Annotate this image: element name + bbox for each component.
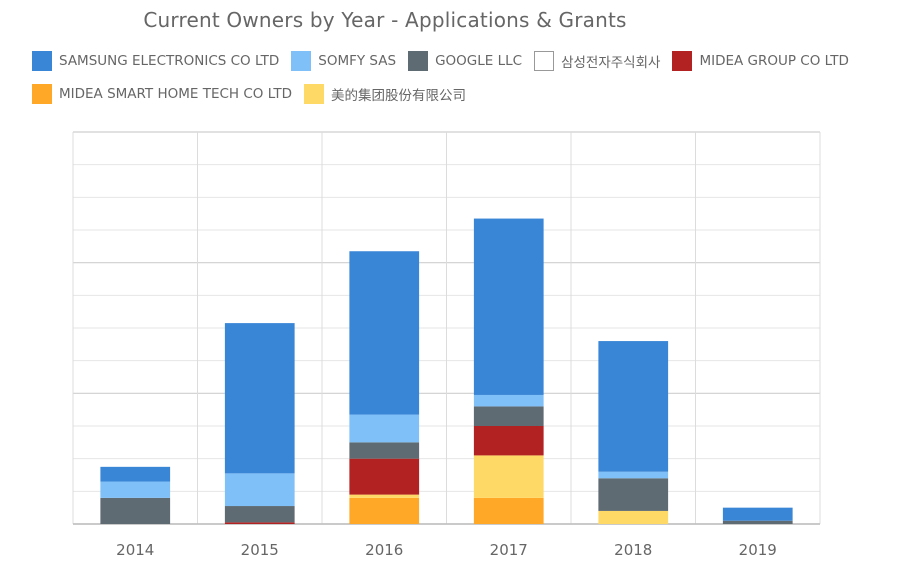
bar-segment-series-2016 bbox=[349, 494, 420, 498]
bar-segment-google-llc-2014 bbox=[100, 497, 171, 524]
bar-segment-series-2018 bbox=[598, 510, 669, 524]
bar-segment-somfy-sas-2016 bbox=[349, 414, 420, 443]
bar-segment-midea-group-co-ltd-2016 bbox=[349, 458, 420, 495]
legend-label: GOOGLE LLC bbox=[435, 53, 523, 69]
legend-swatch bbox=[32, 84, 52, 104]
legend-label: 美的集团股份有限公司 bbox=[331, 88, 467, 104]
legend-item-midea-chinese[interactable]: 美的集团股份有限公司 bbox=[304, 84, 466, 104]
bar-segment-google-llc-2015 bbox=[224, 506, 295, 523]
legend-label: MIDEA SMART HOME TECH CO LTD bbox=[59, 86, 293, 102]
legend-row-1: SAMSUNG ELECTRONICS CO LTD SOMFY SAS GOO… bbox=[32, 50, 892, 72]
x-tick-label-2018: 2018 bbox=[614, 541, 652, 559]
bar-segment-somfy-sas-2014 bbox=[100, 481, 171, 498]
bar-segment-series-2017 bbox=[473, 455, 544, 498]
legend-item-midea-group[interactable]: MIDEA GROUP CO LTD bbox=[672, 51, 849, 71]
x-tick-label-2015: 2015 bbox=[241, 541, 279, 559]
legend-item-samsung-korean[interactable]: 삼성전자주식회사 bbox=[534, 51, 660, 71]
legend-swatch bbox=[32, 51, 52, 71]
bar-segment-google-llc-2019 bbox=[722, 520, 793, 524]
bar-segment-midea-smart-home-tech-co-ltd-2017 bbox=[473, 497, 544, 524]
legend-item-somfy[interactable]: SOMFY SAS bbox=[291, 51, 396, 71]
bar-segment-samsung-electronics-co-ltd-2018 bbox=[598, 341, 669, 472]
bar-segment-google-llc-2016 bbox=[349, 442, 420, 459]
bar-segment-somfy-sas-2015 bbox=[224, 473, 295, 507]
bar-segment-midea-group-co-ltd-2017 bbox=[473, 426, 544, 456]
bar-segment-somfy-sas-2017 bbox=[473, 394, 544, 407]
legend-item-midea-smart-home[interactable]: MIDEA SMART HOME TECH CO LTD bbox=[32, 84, 292, 104]
legend-swatch bbox=[534, 51, 555, 71]
legend-label: 삼성전자주식회사 bbox=[561, 55, 661, 71]
legend-label: SAMSUNG ELECTRONICS CO LTD bbox=[59, 53, 280, 69]
legend-item-google[interactable]: GOOGLE LLC bbox=[408, 51, 522, 71]
legend-swatch bbox=[291, 51, 312, 71]
bar-segment-samsung-electronics-co-ltd-2014 bbox=[100, 466, 171, 482]
x-tick-label-2019: 2019 bbox=[739, 541, 777, 559]
bar-segment-somfy-sas-2018 bbox=[598, 471, 669, 479]
x-tick-label-2016: 2016 bbox=[365, 541, 403, 559]
bar-segment-samsung-electronics-co-ltd-2017 bbox=[473, 218, 544, 395]
bar-segment-midea-smart-home-tech-co-ltd-2016 bbox=[349, 497, 420, 524]
legend-row-2: MIDEA SMART HOME TECH CO LTD 美的集团股份有限公司 bbox=[32, 83, 892, 105]
bar-segment-google-llc-2018 bbox=[598, 478, 669, 511]
legend-label: SOMFY SAS bbox=[318, 53, 397, 69]
bar-segment-samsung-electronics-co-ltd-2016 bbox=[349, 251, 420, 415]
bar-segment-samsung-electronics-co-ltd-2015 bbox=[224, 323, 295, 474]
legend-swatch bbox=[408, 51, 429, 71]
legend-label: MIDEA GROUP CO LTD bbox=[699, 53, 849, 69]
chart-legend: SAMSUNG ELECTRONICS CO LTD SOMFY SAS GOO… bbox=[32, 50, 892, 116]
bar-segment-google-llc-2017 bbox=[473, 406, 544, 426]
bar-segment-midea-group-co-ltd-2015 bbox=[224, 522, 295, 524]
x-tick-label-2014: 2014 bbox=[116, 541, 154, 559]
chart-title: Current Owners by Year - Applications & … bbox=[143, 8, 627, 32]
legend-swatch bbox=[304, 84, 325, 104]
x-tick-label-2017: 2017 bbox=[490, 541, 528, 559]
legend-swatch bbox=[672, 51, 693, 71]
bar-segment-samsung-electronics-co-ltd-2019 bbox=[722, 507, 793, 521]
legend-item-samsung-electronics[interactable]: SAMSUNG ELECTRONICS CO LTD bbox=[32, 51, 279, 71]
